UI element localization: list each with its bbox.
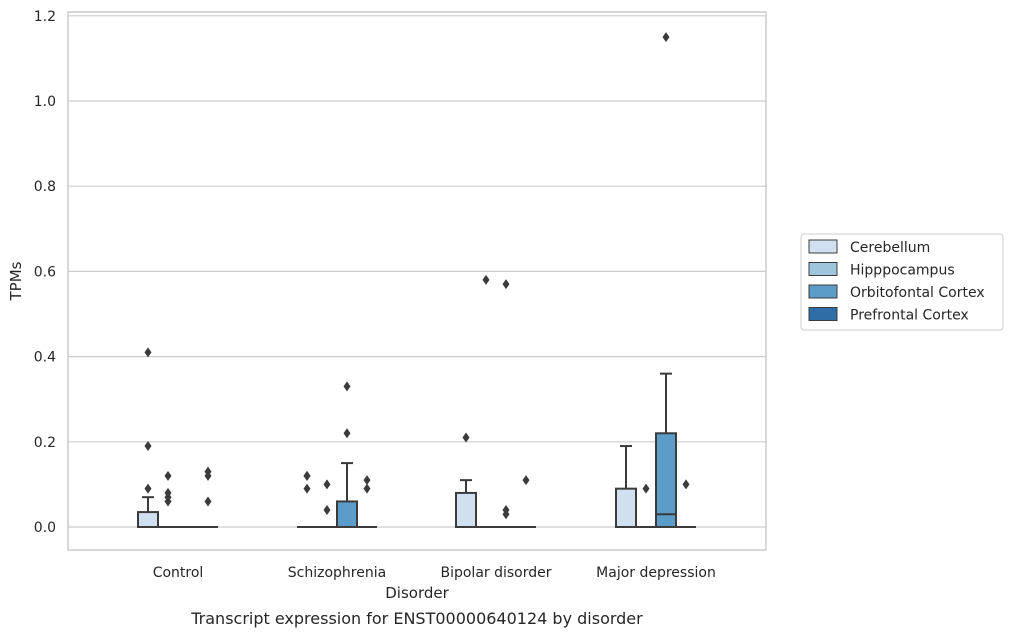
box-rect [455, 491, 477, 529]
y-tick-label: 0.2 [34, 435, 56, 451]
outlier-point [502, 504, 510, 515]
outlier-point [343, 428, 351, 439]
chart-caption: Transcript expression for ENST0000064012… [190, 609, 643, 628]
legend-swatch [808, 307, 838, 321]
box-2-1 [336, 462, 358, 529]
y-tick-label: 0.6 [34, 264, 56, 280]
x-tick-label: Major depression [596, 565, 716, 581]
y-axis-ticks: 0.0 0.2 0.4 0.6 0.8 1.0 1.2 [34, 9, 56, 536]
outlier-point [682, 479, 690, 490]
x-tick-label: Bipolar disorder [440, 565, 551, 581]
outlier-point [662, 32, 670, 43]
outlier-point [343, 381, 351, 392]
outliers [144, 32, 690, 520]
legend-swatch [808, 284, 838, 299]
y-tick-label: 0.0 [34, 520, 56, 536]
box-0-2 [455, 479, 477, 529]
x-tick-label: Control [153, 565, 204, 581]
plot-frame [67, 11, 767, 551]
legend-label: Hipppocampus [850, 263, 955, 279]
outlier-point [482, 274, 490, 285]
outlier-point [204, 496, 212, 507]
box-rect [615, 487, 637, 529]
x-axis-title: Disorder [385, 584, 449, 602]
outlier-point [144, 483, 152, 494]
outlier-point [164, 487, 172, 498]
outlier-point [462, 432, 470, 443]
outlier-point [502, 279, 510, 290]
x-tick-label: Schizophrenia [288, 565, 386, 581]
x-axis-ticks: Control Schizophrenia Bipolar disorder Majo… [153, 565, 716, 581]
legend: Cerebellum Hipppocampus Orbitofontal Corte… [800, 233, 1004, 331]
y-axis-title: TPMs [7, 261, 25, 301]
outlier-point [323, 504, 331, 515]
gridlines [68, 15, 766, 528]
outlier-point [204, 466, 212, 477]
box-0-0 [137, 496, 159, 529]
legend-label: Orbitofontal Cortex [850, 285, 985, 301]
outlier-point [642, 483, 650, 494]
outlier-point [144, 347, 152, 358]
outlier-point [522, 475, 530, 486]
outlier-point [323, 479, 331, 490]
legend-label: Prefrontal Cortex [850, 308, 969, 324]
y-tick-label: 0.8 [34, 179, 56, 195]
y-tick-label: 1.2 [34, 9, 56, 25]
outlier-point [144, 441, 152, 452]
box-0-3 [615, 445, 637, 529]
box-2-3 [655, 372, 677, 528]
outlier-point [164, 470, 172, 481]
outlier-point [363, 475, 371, 486]
box-rect [336, 500, 358, 529]
outlier-point [303, 470, 311, 481]
y-tick-label: 1.0 [34, 94, 56, 110]
box-plots [137, 372, 696, 529]
outlier-point [303, 483, 311, 494]
legend-swatch [808, 239, 838, 254]
legend-swatch [808, 262, 838, 276]
legend-label: Cerebellum [850, 240, 930, 256]
box-rect [137, 511, 159, 529]
y-tick-label: 0.4 [34, 350, 56, 366]
legend-frame [800, 233, 1004, 331]
box-rect [655, 432, 677, 528]
outlier-point [363, 483, 371, 494]
